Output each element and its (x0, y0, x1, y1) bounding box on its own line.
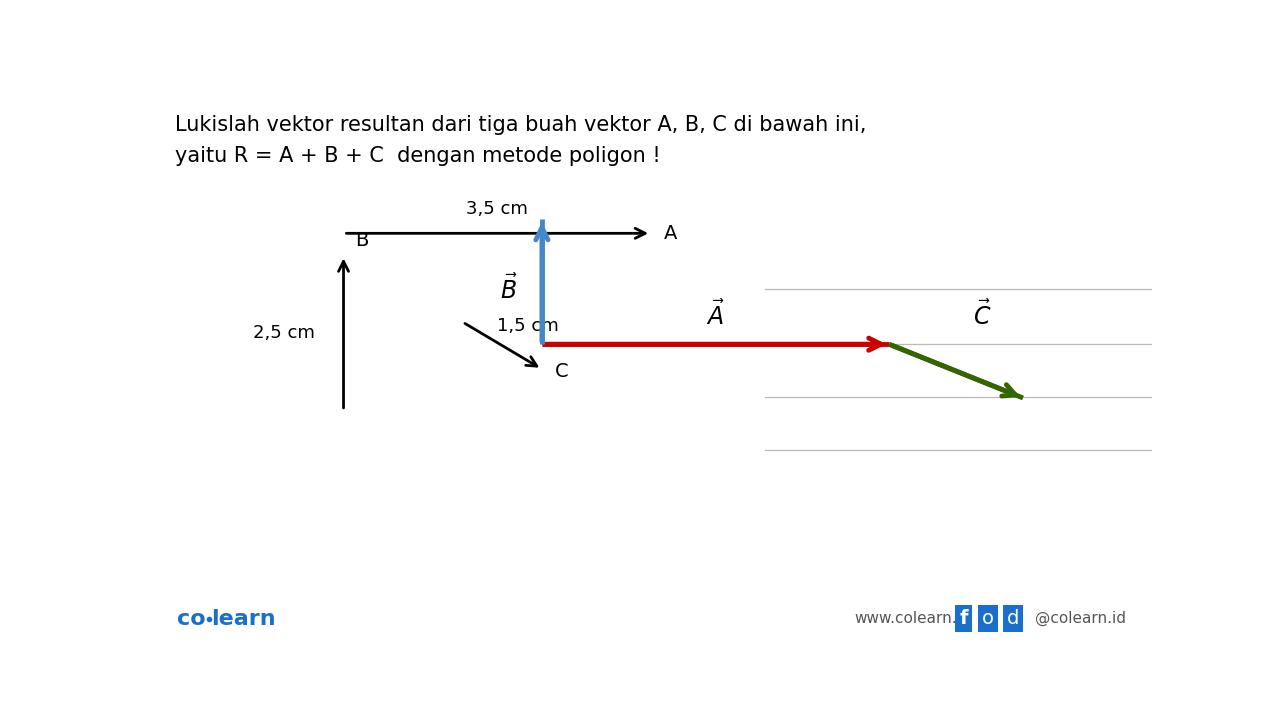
Text: 3,5 cm: 3,5 cm (466, 199, 529, 217)
Text: $\vec{C}$: $\vec{C}$ (973, 301, 992, 330)
Text: learn: learn (211, 608, 276, 629)
Text: yaitu R = A + B + C  dengan metode poligon !: yaitu R = A + B + C dengan metode poligo… (175, 145, 660, 166)
Text: d: d (1007, 609, 1019, 628)
Text: B: B (356, 231, 369, 250)
Text: C: C (554, 362, 568, 382)
Text: www.colearn.id: www.colearn.id (855, 611, 972, 626)
Text: f: f (959, 609, 968, 628)
Text: 2,5 cm: 2,5 cm (253, 324, 315, 342)
Text: A: A (664, 224, 677, 243)
Text: $\vec{A}$: $\vec{A}$ (707, 301, 724, 330)
Text: o: o (982, 609, 995, 628)
Text: $\vec{B}$: $\vec{B}$ (499, 274, 517, 304)
Text: co: co (177, 608, 206, 629)
Text: 1,5 cm: 1,5 cm (497, 318, 559, 336)
Text: @colearn.id: @colearn.id (1036, 611, 1126, 626)
Text: Lukislah vektor resultan dari tiga buah vektor A, B, C di bawah ini,: Lukislah vektor resultan dari tiga buah … (175, 115, 867, 135)
